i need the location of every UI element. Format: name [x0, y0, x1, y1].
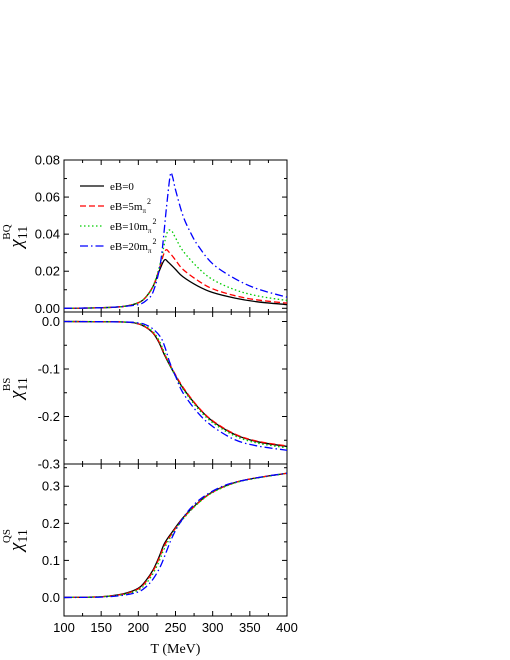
legend-label-sub: π [148, 247, 152, 255]
x-tick-label: 250 [165, 620, 187, 635]
panel-bq: 0.00 0.02 0.04 0.06 0.08 χ11BQ [1, 153, 288, 316]
legend-label-1: eB=5mπ2 [110, 197, 151, 215]
series-line-bs-3 [64, 320, 287, 451]
y-tick-label: 0.2 [42, 516, 60, 531]
y-axis-title-symbol: χ [6, 542, 27, 553]
legend-label-0: eB=0 [110, 181, 134, 193]
y-axis-title-sup: BS [1, 378, 13, 391]
series-group [64, 472, 287, 599]
y-tick-label: 0.08 [35, 153, 60, 168]
y-tick-label: 0.04 [35, 227, 60, 242]
y-tick-label: 0.0 [42, 314, 60, 329]
series-group [64, 171, 287, 309]
y-tick-label: -0.3 [38, 457, 60, 472]
legend-label-sub: π [148, 227, 152, 235]
y-axis-title-sub: 11 [16, 377, 31, 390]
legend-label-sup: 2 [147, 197, 151, 206]
y-tick-label: 0.00 [35, 301, 60, 316]
legend-label-text: eB=10m [110, 221, 148, 233]
series-line-bs-1 [64, 320, 287, 447]
series-line-bq-3 [64, 171, 287, 309]
legend-label-sup: 2 [153, 217, 157, 226]
series-line-bs-2 [64, 320, 287, 449]
y-axis-title-symbol: χ [6, 390, 27, 401]
y-tick-label: -0.1 [38, 362, 60, 377]
y-tick-label: 0.0 [42, 590, 60, 605]
y-tick-label: 0.1 [42, 553, 60, 568]
y-axis-title-sup: QS [1, 529, 13, 543]
y-axis-title-sub: 11 [16, 529, 31, 542]
legend-label-text: eB=20m [110, 241, 148, 253]
legend-label-text: eB=5m [110, 201, 143, 213]
panel-bs: 0.0 -0.1 -0.2 -0.3 χ11BS [1, 311, 288, 472]
series-group [64, 320, 287, 451]
y-axis-title-sub: 11 [16, 226, 31, 239]
series-line-qs-2 [64, 472, 287, 599]
series-line-bq-1 [64, 249, 287, 309]
panel-qs: 0.0 0.1 0.2 0.3 χ11QS [1, 463, 288, 617]
x-tick-label: 200 [127, 620, 149, 635]
y-tick-label: 0.06 [35, 190, 60, 205]
legend-label-sub: π [142, 207, 146, 215]
legend-label-text: eB=0 [110, 181, 134, 193]
y-axis-title: χ11BS [1, 377, 31, 401]
x-tick-label: 100 [53, 620, 75, 635]
y-tick-label: 0.3 [42, 479, 60, 494]
panel-frame [63, 159, 288, 313]
x-tick-label: 350 [239, 620, 261, 635]
series-line-qs-3 [64, 472, 287, 599]
y-axis-title-symbol: χ [6, 239, 27, 250]
series-line-qs-0 [64, 472, 287, 599]
x-tick-label: 150 [90, 620, 112, 635]
legend-label-sup: 2 [153, 237, 157, 246]
series-line-bq-2 [64, 229, 287, 309]
y-axis-title: χ11QS [1, 529, 31, 553]
legend-label-2: eB=10mπ2 [110, 217, 157, 235]
x-tick-label: 400 [276, 620, 298, 635]
panel-frame [63, 463, 288, 617]
y-axis-title-sup: BQ [1, 224, 13, 239]
x-tick-label: 300 [202, 620, 224, 635]
series-line-bs-0 [64, 320, 287, 448]
y-tick-label: -0.2 [38, 409, 60, 424]
legend-label-3: eB=20mπ2 [110, 237, 157, 255]
y-axis-title: χ11BQ [1, 224, 31, 249]
x-axis-title: T (MeV) [151, 642, 201, 657]
y-tick-label: 0.02 [35, 264, 60, 279]
series-line-bq-0 [64, 258, 287, 309]
series-line-qs-1 [64, 472, 287, 599]
